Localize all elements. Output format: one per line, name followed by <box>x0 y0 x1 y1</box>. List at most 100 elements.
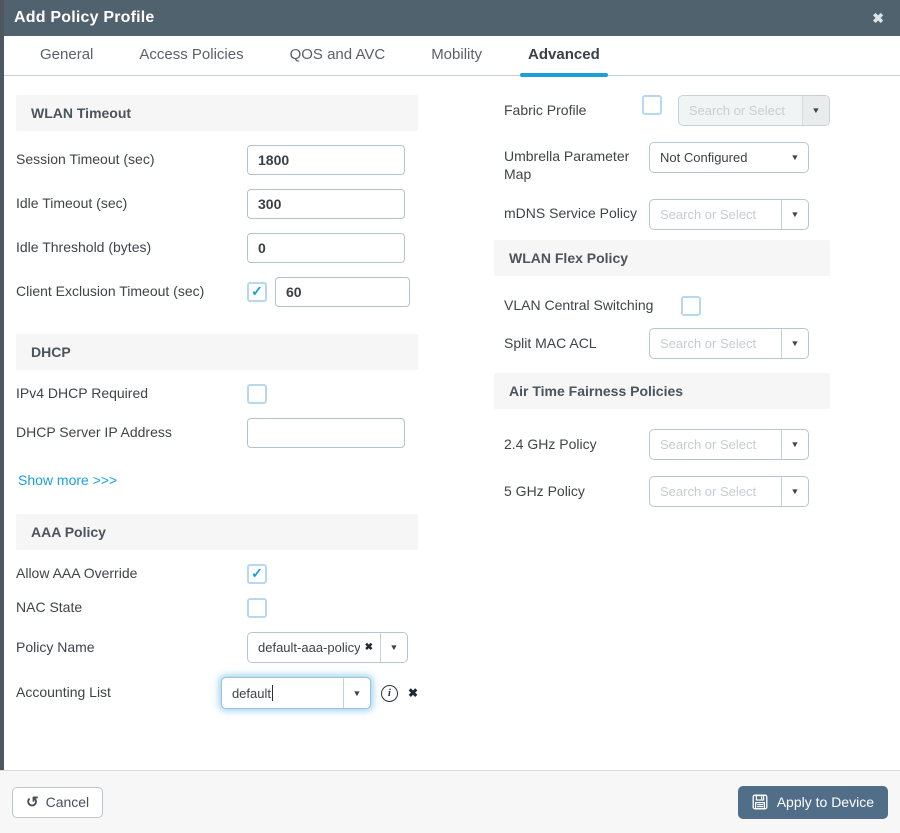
check-icon: ✓ <box>251 283 263 299</box>
fabric-profile-row: Fabric Profile Search or Select ▼ <box>494 95 830 126</box>
apply-to-device-button[interactable]: Apply to Device <box>737 785 888 819</box>
accounting-list-control: default ▼ i ✖ <box>220 677 418 709</box>
chevron-down-icon[interactable]: ▼ <box>781 430 808 459</box>
umbrella-parameter-map-label: Umbrella Parameter Map <box>504 148 630 182</box>
chevron-down-icon: ▼ <box>802 96 829 125</box>
policy-name-row: Policy Name default-aaa-policy ✖ ▼ <box>16 632 418 663</box>
session-timeout-row: Session Timeout (sec) <box>16 145 418 175</box>
mdns-service-policy-row: mDNS Service Policy Search or Select ▼ <box>494 199 830 230</box>
split-mac-acl-select[interactable]: Search or Select ▼ <box>649 328 809 359</box>
policy-name-value: default-aaa-policy <box>258 640 360 655</box>
apply-button-label: Apply to Device <box>776 794 874 810</box>
policy-5ghz-placeholder: Search or Select <box>660 484 757 499</box>
undo-icon: ↺ <box>26 794 39 811</box>
accounting-list-label: Accounting List <box>16 684 111 701</box>
accounting-list-row: Accounting List default ▼ i ✖ <box>16 677 418 709</box>
section-dhcp: DHCP <box>16 334 418 370</box>
umbrella-parameter-map-select[interactable]: Not Configured ▼ <box>649 142 809 173</box>
policy-24ghz-row: 2.4 GHz Policy Search or Select ▼ <box>494 429 830 460</box>
ipv4-dhcp-required-checkbox[interactable] <box>247 384 267 404</box>
nac-state-checkbox[interactable] <box>247 598 267 618</box>
accounting-list-value: default <box>231 685 273 701</box>
fabric-profile-placeholder: Search or Select <box>688 103 785 118</box>
section-air-time-fairness: Air Time Fairness Policies <box>494 373 830 409</box>
client-exclusion-input[interactable] <box>275 277 410 307</box>
allow-aaa-override-checkbox[interactable]: ✓ <box>247 564 267 584</box>
idle-timeout-row: Idle Timeout (sec) <box>16 189 418 219</box>
nac-state-label: NAC State <box>16 599 83 616</box>
chevron-down-icon[interactable]: ▼ <box>781 329 808 358</box>
modal-footer: ↺ Cancel Apply to Device <box>0 770 900 833</box>
policy-name-label: Policy Name <box>16 638 95 655</box>
policy-24ghz-select[interactable]: Search or Select ▼ <box>649 429 809 460</box>
ipv4-dhcp-required-row: IPv4 DHCP Required <box>16 384 418 404</box>
policy-24ghz-placeholder: Search or Select <box>660 437 757 452</box>
section-wlan-timeout: WLAN Timeout <box>16 95 418 131</box>
mdns-service-policy-label: mDNS Service Policy <box>504 205 638 221</box>
client-exclusion-label: Client Exclusion Timeout (sec) <box>16 283 205 300</box>
dhcp-server-ip-label: DHCP Server IP Address <box>16 424 172 441</box>
info-icon[interactable]: i <box>380 684 398 702</box>
policy-name-select[interactable]: default-aaa-policy ✖ ▼ <box>247 632 408 663</box>
split-mac-acl-row: Split MAC ACL Search or Select ▼ <box>494 328 830 359</box>
right-column: Fabric Profile Search or Select ▼ Umbrel… <box>450 77 900 770</box>
dhcp-server-ip-row: DHCP Server IP Address <box>16 418 418 448</box>
tab-advanced[interactable]: Advanced <box>520 46 608 77</box>
close-icon[interactable]: ✖ <box>872 10 884 26</box>
tab-mobility[interactable]: Mobility <box>431 46 483 63</box>
modal-body: WLAN Timeout Session Timeout (sec) Idle … <box>4 77 900 770</box>
chevron-down-icon[interactable]: ▼ <box>789 153 800 162</box>
chevron-down-icon[interactable]: ▼ <box>342 678 370 708</box>
idle-threshold-row: Idle Threshold (bytes) <box>16 233 418 263</box>
session-timeout-input[interactable] <box>247 145 405 175</box>
mdns-service-policy-select[interactable]: Search or Select ▼ <box>649 199 809 230</box>
cancel-button-label: Cancel <box>45 794 90 810</box>
vlan-central-switching-row: VLAN Central Switching <box>494 296 830 316</box>
umbrella-parameter-map-value: Not Configured <box>660 150 748 165</box>
chevron-down-icon[interactable]: ▼ <box>781 477 808 506</box>
session-timeout-label: Session Timeout (sec) <box>16 151 155 168</box>
vlan-central-switching-label: VLAN Central Switching <box>504 297 654 314</box>
idle-threshold-label: Idle Threshold (bytes) <box>16 239 152 256</box>
tab-qos-and-avc[interactable]: QOS and AVC <box>289 46 386 63</box>
idle-threshold-input[interactable] <box>247 233 405 263</box>
allow-aaa-override-label: Allow AAA Override <box>16 565 138 582</box>
policy-name-remove-icon[interactable]: ✖ <box>364 642 373 653</box>
cancel-button[interactable]: ↺ Cancel <box>12 786 104 818</box>
dhcp-server-ip-input[interactable] <box>247 418 405 448</box>
clear-icon[interactable]: ✖ <box>407 686 418 700</box>
umbrella-parameter-map-row: Umbrella Parameter Map Not Configured ▼ <box>494 142 830 183</box>
fabric-profile-label: Fabric Profile <box>504 101 587 118</box>
vlan-central-switching-checkbox[interactable] <box>681 296 701 316</box>
tab-access-policies[interactable]: Access Policies <box>139 46 244 63</box>
split-mac-acl-placeholder: Search or Select <box>660 336 757 351</box>
check-icon: ✓ <box>251 565 263 581</box>
chevron-down-icon[interactable]: ▼ <box>781 200 808 229</box>
client-exclusion-row: Client Exclusion Timeout (sec) ✓ <box>16 277 418 307</box>
tab-bar: General Access Policies QOS and AVC Mobi… <box>4 36 900 77</box>
policy-24ghz-label: 2.4 GHz Policy <box>504 435 597 452</box>
idle-timeout-label: Idle Timeout (sec) <box>16 195 128 212</box>
client-exclusion-checkbox[interactable]: ✓ <box>247 282 267 302</box>
nac-state-row: NAC State <box>16 598 418 618</box>
save-icon <box>752 794 768 810</box>
section-aaa-policy: AAA Policy <box>16 514 418 550</box>
allow-aaa-override-row: Allow AAA Override ✓ <box>16 564 418 584</box>
modal-header: Add Policy Profile ✖ <box>0 0 900 36</box>
tab-general[interactable]: General <box>40 46 94 63</box>
fabric-profile-select: Search or Select ▼ <box>677 95 830 126</box>
fabric-profile-checkbox[interactable] <box>641 95 662 115</box>
policy-5ghz-label: 5 GHz Policy <box>504 482 585 499</box>
text-caret <box>271 685 273 701</box>
chevron-down-icon[interactable]: ▼ <box>380 633 407 662</box>
left-column: WLAN Timeout Session Timeout (sec) Idle … <box>4 77 450 770</box>
split-mac-acl-label: Split MAC ACL <box>504 334 597 351</box>
policy-5ghz-select[interactable]: Search or Select ▼ <box>649 476 809 507</box>
idle-timeout-input[interactable] <box>247 189 405 219</box>
backdrop-edge <box>0 0 4 770</box>
mdns-service-policy-placeholder: Search or Select <box>660 207 757 222</box>
policy-5ghz-row: 5 GHz Policy Search or Select ▼ <box>494 476 830 507</box>
show-more-link[interactable]: Show more >>> <box>18 472 118 488</box>
accounting-list-input[interactable]: default ▼ <box>220 677 371 709</box>
modal-title: Add Policy Profile <box>14 9 155 26</box>
